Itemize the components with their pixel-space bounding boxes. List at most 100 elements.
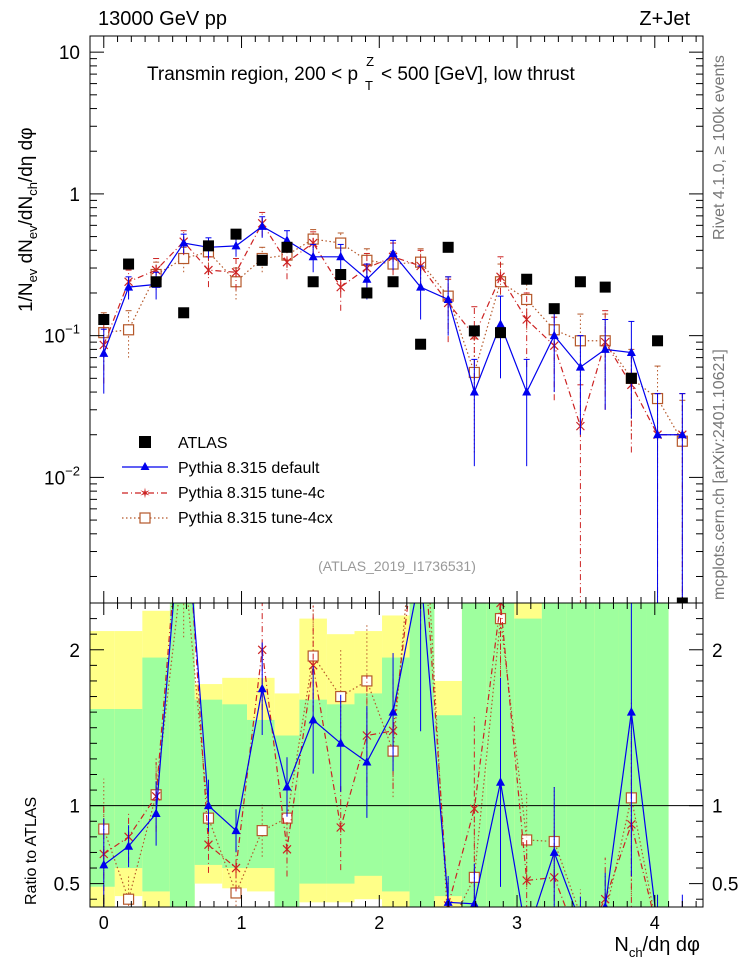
atlas-point-18: [574, 276, 586, 288]
x-tick-label: 0: [99, 913, 109, 933]
ratio-point-default-17: [549, 847, 559, 856]
ratio-point-default-14: [470, 898, 479, 907]
ratio-point-default-4: [203, 800, 213, 810]
x-tick-label: 2: [374, 913, 384, 933]
ratio-point-default-16: [522, 932, 531, 941]
header-left: 13000 GeV pp: [98, 8, 227, 30]
point-tune4c-9: [336, 282, 346, 293]
point-tune4c-5: [231, 267, 241, 278]
ratio-point-tune4cx-13: [443, 925, 453, 935]
atlas-point-12: [415, 338, 427, 350]
ratio-point-default-9: [336, 738, 346, 747]
atlas-point-16: [521, 273, 533, 285]
point-default-17: [549, 330, 559, 340]
chart-title-post: < 500 [GeV], low thrust: [381, 64, 576, 85]
atlas-point-19: [599, 281, 611, 293]
y-tick-label-bottom-left: 0.5: [54, 875, 80, 896]
ratio-point-tune4cx-1: [122, 893, 135, 905]
point-tune4c-4: [204, 265, 213, 276]
ratio-point-tune4c-7: [282, 844, 292, 855]
atlas-point-15: [495, 327, 507, 339]
atlas-point-2: [150, 276, 162, 288]
ratio-panel-frame: [89, 602, 704, 908]
point-default-10: [362, 274, 372, 283]
y-axis-label-top: 1/Nev dNev/dNch/dη dφ: [16, 127, 40, 312]
ratio-point-default-7: [282, 781, 292, 791]
band-inner-19: [594, 603, 619, 907]
atlas-point-21: [652, 335, 664, 347]
side-label-top: Rivet 4.1.0, ≥ 100k events: [711, 55, 728, 240]
legend: ATLAS Pythia 8.315 default ✶ Pythia 8.31…: [122, 435, 333, 527]
point-default-9: [336, 251, 346, 261]
ratio-point-default-6: [257, 683, 267, 693]
x-tick-label: 1: [237, 913, 247, 933]
point-default-19: [600, 344, 610, 353]
analysis-watermark: (ATLAS_2019_I1736531): [318, 558, 476, 574]
y-tick-label-top: 10: [59, 43, 80, 64]
band-inner-0: [90, 709, 115, 887]
y-tick-label-bottom-right: 0.5: [712, 875, 738, 896]
ratio-point-default-18: [576, 918, 585, 927]
atlas-point-13: [442, 241, 454, 253]
ratio-panel-data: [98, 490, 687, 941]
chart-title-pre: Transmin region, 200 < p: [147, 64, 358, 85]
y-tick-label-bottom-right: 1: [712, 797, 723, 818]
ratio-point-tune4cx-18: [575, 910, 585, 920]
point-default-22: [677, 429, 687, 439]
band-inner-21: [646, 603, 669, 907]
legend-marker-tune4cx: [139, 512, 151, 524]
atlas-point-11: [387, 276, 399, 288]
ratio-point-tune4c-4: [204, 839, 213, 850]
ratio-point-default-11: [388, 707, 398, 716]
ratio-point-default-5: [231, 825, 241, 835]
ratio-point-default-8: [308, 714, 318, 724]
legend-label-atlas: ATLAS: [178, 435, 228, 452]
y-tick-label-top: 10−2: [44, 463, 80, 489]
point-default-3: [179, 238, 189, 247]
point-tune4c-7: [282, 257, 292, 268]
header-right: Z+Jet: [639, 8, 690, 30]
legend-marker-tune4c: ✶: [139, 486, 151, 502]
ratio-point-tune4c-12-a: [417, 490, 425, 498]
atlas-point-1: [123, 258, 135, 270]
atlas-point-8: [307, 276, 319, 288]
y-tick-label-top: 10−1: [44, 322, 80, 348]
y-tick-label-bottom-right: 2: [712, 641, 723, 662]
atlas-point-9: [335, 269, 347, 281]
point-default-15: [496, 319, 506, 328]
atlas-point-7: [281, 241, 293, 253]
ratio-point-tune4c-15-b: [496, 603, 502, 608]
point-default-16: [522, 387, 532, 396]
ratio-point-tune4c-5: [231, 863, 241, 874]
point-default-0: [99, 348, 109, 357]
band-inner-12: [409, 603, 435, 907]
chart-title-sub: T: [365, 78, 373, 93]
atlas-point-4: [202, 240, 214, 252]
point-default-5: [231, 240, 241, 250]
axis-tick-labels: 0 1 2 3 4 10−2 10−1 1 10 0.5 0.5 1 1 2 2: [44, 43, 738, 933]
point-tune4c-15: [496, 271, 505, 282]
y-axis-label-bottom: Ratio to ATLAS: [23, 797, 40, 905]
point-default-7: [282, 235, 292, 244]
ratio-point-tune4c-12-b: [417, 490, 425, 498]
ratio-point-tune4cx-19: [600, 910, 610, 920]
legend-label-tune4cx: Pythia 8.315 tune-4cx: [178, 510, 333, 527]
band-inner-3: [169, 603, 195, 907]
axis-ticks: [89, 36, 703, 907]
x-tick-label: 3: [512, 913, 522, 933]
ratio-point-default-15: [496, 777, 506, 786]
point-default-1: [124, 282, 134, 291]
ratio-point-tune4c-14: [469, 803, 479, 814]
ratio-point-default-22: [678, 922, 687, 931]
point-default-18: [575, 362, 585, 371]
uncertainty-bands: [90, 603, 669, 907]
atlas-point-20: [625, 372, 637, 384]
legend-marker-atlas: [139, 436, 151, 448]
point-default-8: [308, 251, 318, 261]
point-tune4cx-1: [122, 324, 135, 336]
atlas-point-5: [230, 228, 242, 240]
point-default-13: [443, 294, 453, 303]
point-tune4c-16: [522, 314, 532, 325]
top-panel-data: [98, 211, 688, 603]
